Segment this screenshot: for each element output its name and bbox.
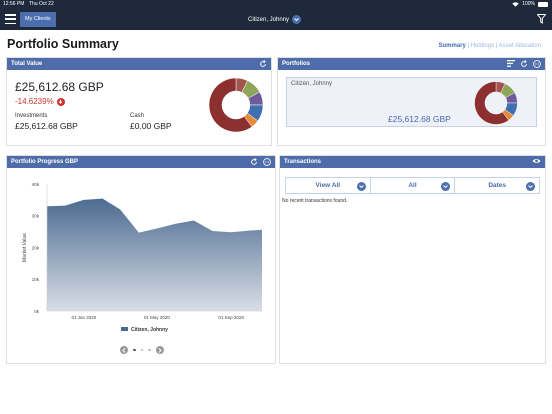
subnav-asset-allocation[interactable]: Asset Allocation <box>498 43 541 49</box>
transactions-empty-message: No recent transactions found. <box>282 198 348 204</box>
filter-all[interactable]: All <box>371 178 456 193</box>
area-series-fill <box>47 198 262 311</box>
cash-label: Cash <box>130 113 145 119</box>
list-view-icon[interactable] <box>507 60 515 67</box>
total-value-change: -14.6239% <box>15 97 65 106</box>
refresh-icon[interactable] <box>520 59 528 68</box>
chevron-right-icon <box>158 347 162 353</box>
portfolio-name: Citizen, Johnny <box>291 81 333 87</box>
transactions-panel: Transactions View All All Dates No recen… <box>279 155 546 364</box>
investments-label: Investments <box>15 113 48 119</box>
legend-swatch <box>121 327 128 331</box>
wifi-icon <box>512 2 519 7</box>
portfolios-panel: Portfolios Citizen, Johnny £25,612.68 GB… <box>277 57 546 146</box>
pager-prev-button[interactable] <box>120 346 128 354</box>
total-value-amount: £25,612.68 GBP <box>15 80 104 94</box>
legend-label: Citizen, Johnny <box>131 327 168 333</box>
y-tick-label: 40k <box>32 182 40 187</box>
y-tick-label: 0k <box>34 309 40 314</box>
portfolio-progress-chart: 0k 10k 20k 30k 40k 01 Jan 2020 01 May 2020 01 S… <box>22 182 262 333</box>
portfolio-progress-title: Portfolio Progress GBP <box>11 159 79 165</box>
chevron-down-icon <box>356 181 366 191</box>
allocation-donut-chart <box>208 77 264 133</box>
portfolios-title: Portfolios <box>282 61 310 67</box>
pager-next-button[interactable] <box>155 346 164 354</box>
refresh-icon[interactable] <box>250 157 258 166</box>
filter-view-all-label: View All <box>315 182 341 189</box>
battery-percent: 100% <box>522 1 535 7</box>
pager-dot[interactable] <box>133 348 136 352</box>
client-selector[interactable]: Citizen, Johnny <box>248 14 302 25</box>
investments-value: £25,612.68 GBP <box>15 121 78 131</box>
portfolio-progress-panel: Portfolio Progress GBP 0k 10k 20k 30k 40k 01 … <box>6 155 276 364</box>
status-bar: 12:56 PM Thu Oct 22 100% <box>0 0 552 9</box>
my-clients-button[interactable]: My Clients <box>20 12 56 27</box>
client-name: Citizen, Johnny <box>248 16 290 23</box>
y-tick-label: 10k <box>32 277 40 282</box>
subnav-summary[interactable]: Summary <box>438 43 466 49</box>
pager-dot[interactable] <box>140 348 143 352</box>
filter-all-label: All <box>408 182 417 189</box>
portfolio-card[interactable]: Citizen, Johnny £25,612.68 GBP <box>286 77 537 127</box>
chart-pager <box>120 346 164 354</box>
hamburger-menu-icon[interactable] <box>5 14 16 24</box>
chevron-down-icon <box>526 181 536 191</box>
transactions-header: Transactions <box>280 156 545 168</box>
chevron-down-icon <box>441 181 451 191</box>
portfolio-donut-chart <box>474 81 518 125</box>
filter-icon[interactable] <box>537 14 546 24</box>
more-options-icon[interactable] <box>263 157 271 166</box>
chevron-left-icon <box>122 347 126 353</box>
arrow-down-icon <box>56 97 65 106</box>
y-tick-label: 20k <box>32 245 40 250</box>
filter-view-all[interactable]: View All <box>286 178 371 193</box>
view-subnav: Summary | Holdings | Asset Allocation <box>438 43 541 49</box>
donut-slice <box>474 81 509 125</box>
chevron-down-icon <box>292 15 302 24</box>
portfolio-value: £25,612.68 GBP <box>388 114 451 124</box>
x-tick-label: 01 May 2020 <box>144 315 171 320</box>
subnav-holdings[interactable]: Holdings <box>470 43 495 49</box>
change-percent: -14.6239% <box>15 97 54 106</box>
x-tick-label: 01 Jan 2020 <box>71 315 96 320</box>
portfolios-header: Portfolios <box>278 58 545 70</box>
portfolio-progress-header: Portfolio Progress GBP <box>7 156 275 168</box>
y-axis-label: Market Value <box>22 233 28 262</box>
filter-dates[interactable]: Dates <box>455 178 539 193</box>
more-options-icon[interactable] <box>533 59 541 68</box>
status-date: Thu Oct 22 <box>29 1 54 7</box>
refresh-icon[interactable] <box>259 59 267 68</box>
pager-dot[interactable] <box>148 348 151 352</box>
total-value-title: Total Value <box>11 61 43 67</box>
transactions-title: Transactions <box>284 159 322 165</box>
total-value-panel: Total Value £25,612.68 GBP -14.6239% Inv… <box>6 57 272 146</box>
cash-value: £0.00 GBP <box>130 121 172 131</box>
top-nav-bar: My Clients Citizen, Johnny <box>0 9 552 30</box>
filter-dates-label: Dates <box>488 182 507 189</box>
page-title: Portfolio Summary <box>7 37 119 51</box>
total-value-header: Total Value <box>7 58 271 70</box>
y-tick-label: 30k <box>32 214 40 219</box>
eye-icon[interactable] <box>532 158 541 164</box>
transaction-filters: View All All Dates <box>285 177 540 194</box>
status-right: 100% <box>512 0 548 9</box>
status-time: 12:56 PM <box>3 1 25 7</box>
battery-icon <box>538 2 548 7</box>
x-tick-label: 01 Sep 2020 <box>218 315 244 320</box>
donut-slice <box>208 77 253 133</box>
